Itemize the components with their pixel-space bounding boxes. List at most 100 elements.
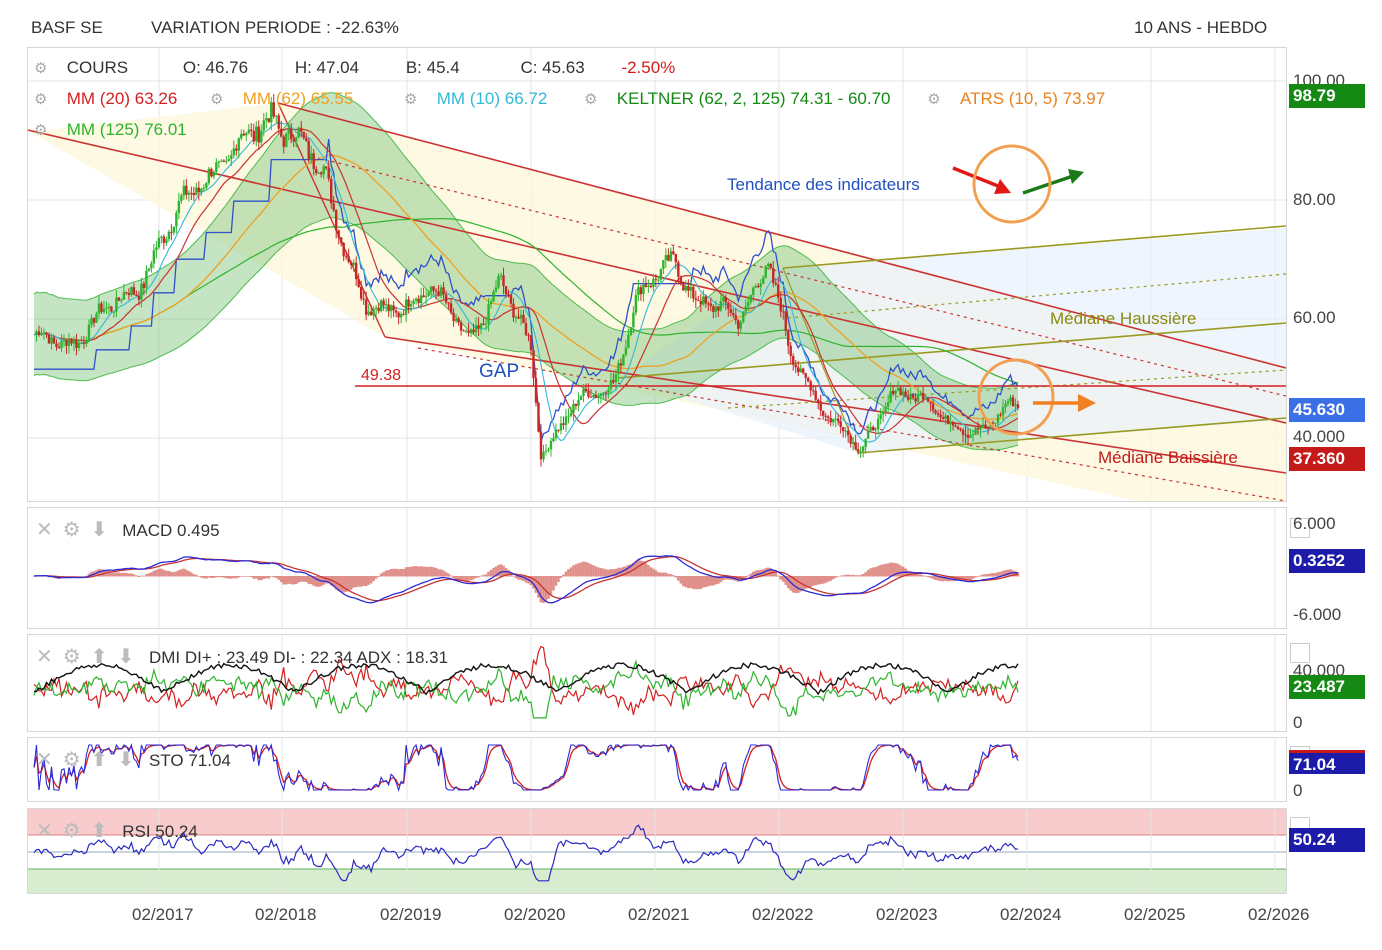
arrow-down-icon[interactable]: ⬇ (90, 519, 108, 541)
candle-body (574, 403, 578, 406)
gear-icon[interactable]: ⚙ (62, 519, 81, 541)
candle-body (177, 200, 181, 213)
macd-hist-bar (372, 576, 375, 582)
candle-body (444, 294, 448, 303)
macd-hist-bar (185, 569, 188, 577)
macd-hist-bar (1014, 571, 1017, 577)
candle-body (934, 410, 937, 414)
candle-body (504, 286, 508, 295)
macd-value: 0.495 (177, 521, 220, 540)
arrow-up-icon[interactable]: ⬆ (90, 749, 108, 771)
gear-icon[interactable]: ⚙ (34, 59, 48, 77)
price-panel[interactable]: ⚙ COURS O: 46.76 H: 47.04 B: 45.4 C: 45.… (27, 47, 1287, 502)
gear-icon[interactable]: ⚙ (34, 90, 48, 108)
macd-hist-bar (362, 576, 365, 586)
keltner-label: KELTNER (62, 2, 125) 74.31 - 60.70 (616, 89, 891, 108)
candle-body (846, 430, 850, 436)
macd-hist-bar (599, 568, 603, 577)
gear-icon[interactable]: ⚙ (62, 749, 81, 771)
candle-body (105, 307, 108, 309)
candle-body (809, 381, 812, 391)
candle-body (424, 296, 428, 298)
macd-hist-bar (369, 576, 373, 584)
gear-icon[interactable]: ⚙ (404, 90, 418, 108)
arrow-up-icon[interactable]: ⬆ (90, 820, 108, 842)
candle-body (549, 441, 553, 450)
macd-hist-bar (609, 569, 613, 577)
candle-body (901, 391, 905, 396)
range-label[interactable]: 10 ANS - HEBDO (1134, 18, 1268, 37)
macd-checkbox[interactable] (1290, 518, 1310, 538)
macd-hist-bar (452, 576, 455, 578)
macd-hist-bar (836, 576, 840, 577)
candle-body (57, 346, 61, 349)
rsi-line (33, 824, 1019, 882)
macd-panel[interactable]: ✕ ⚙ ⬇ MACD 0.495 (27, 507, 1310, 629)
macd-hist-bar (424, 566, 428, 577)
macd-hist-bar (704, 576, 708, 587)
candle-body (742, 311, 745, 323)
candle-body (629, 327, 633, 335)
macd-hist-bar (165, 570, 168, 577)
mm125-line (33, 217, 1019, 384)
macd-hist-bar (961, 576, 965, 581)
rsi-panel[interactable]: ✕ ⚙ ⬆ RSI 50.24 (27, 808, 1310, 894)
gear-icon[interactable]: ⚙ (62, 646, 81, 668)
macd-hist-bar (259, 576, 263, 581)
candle-body (195, 187, 198, 196)
gear-icon[interactable]: ⚙ (34, 121, 48, 139)
macd-hist-bar (200, 576, 203, 578)
candle-body (135, 294, 138, 296)
candle-body (529, 335, 533, 351)
macd-hist-bar (262, 576, 266, 580)
gear-icon[interactable]: ⚙ (62, 820, 81, 842)
close-value: C: 45.63 (520, 58, 585, 77)
candle-body (479, 323, 483, 329)
macd-hist-bar (824, 576, 827, 583)
close-icon[interactable]: ✕ (36, 820, 53, 842)
x-tick-label: 02/2026 (1248, 905, 1310, 924)
macd-hist-bar (567, 569, 570, 577)
candle-body (891, 391, 895, 395)
close-icon[interactable]: ✕ (36, 646, 53, 668)
macd-hist-bar (861, 573, 865, 577)
candle-body (275, 115, 278, 117)
candle-body (672, 251, 675, 255)
macd-hist-bar (514, 576, 518, 579)
di-minus-line (33, 645, 1019, 716)
candle-body (884, 407, 887, 412)
close-icon[interactable]: ✕ (36, 519, 53, 541)
close-icon[interactable]: ✕ (36, 749, 53, 771)
candle-body (492, 291, 495, 302)
macd-hist-bar (180, 569, 183, 577)
candle-body (637, 287, 640, 296)
macd-line (33, 555, 1019, 604)
gear-icon[interactable]: ⚙ (210, 90, 224, 108)
macd-hist-bar (222, 576, 226, 578)
candle-body (280, 128, 283, 137)
candle-body (624, 347, 628, 355)
arrow-down-icon[interactable]: ⬇ (117, 646, 135, 668)
macd-hist-bar (442, 570, 445, 577)
macd-hist-bar (569, 567, 573, 577)
candle-body (384, 304, 388, 306)
up-fork-bottom-line (857, 417, 1286, 454)
dmi-panel[interactable]: ✕ ⚙ ⬆ ⬇ DMI DI+ : 23.49 DI- : 22.34 ADX : 1… (27, 634, 1310, 732)
candle-body (617, 363, 620, 375)
macd-hist-bar (210, 576, 213, 578)
macd-hist-bar (254, 576, 258, 579)
candle-body (507, 294, 510, 296)
macd-hist-bar (794, 576, 798, 593)
arrow-up-icon[interactable]: ⬆ (90, 646, 108, 668)
candle-body (290, 129, 293, 140)
sto-panel[interactable]: ✕ ⚙ ⬆ ⬇ STO 71.04 (27, 737, 1310, 802)
gear-icon[interactable]: ⚙ (584, 90, 598, 108)
arrow-down-icon[interactable]: ⬇ (117, 749, 135, 771)
gear-icon[interactable]: ⚙ (927, 90, 941, 108)
macd-hist-bar (439, 569, 443, 577)
candle-body (40, 333, 43, 336)
candle-body (252, 130, 255, 142)
candle-body (871, 427, 875, 431)
macd-hist-bar (302, 576, 306, 582)
dmi-checkbox[interactable] (1290, 643, 1310, 663)
